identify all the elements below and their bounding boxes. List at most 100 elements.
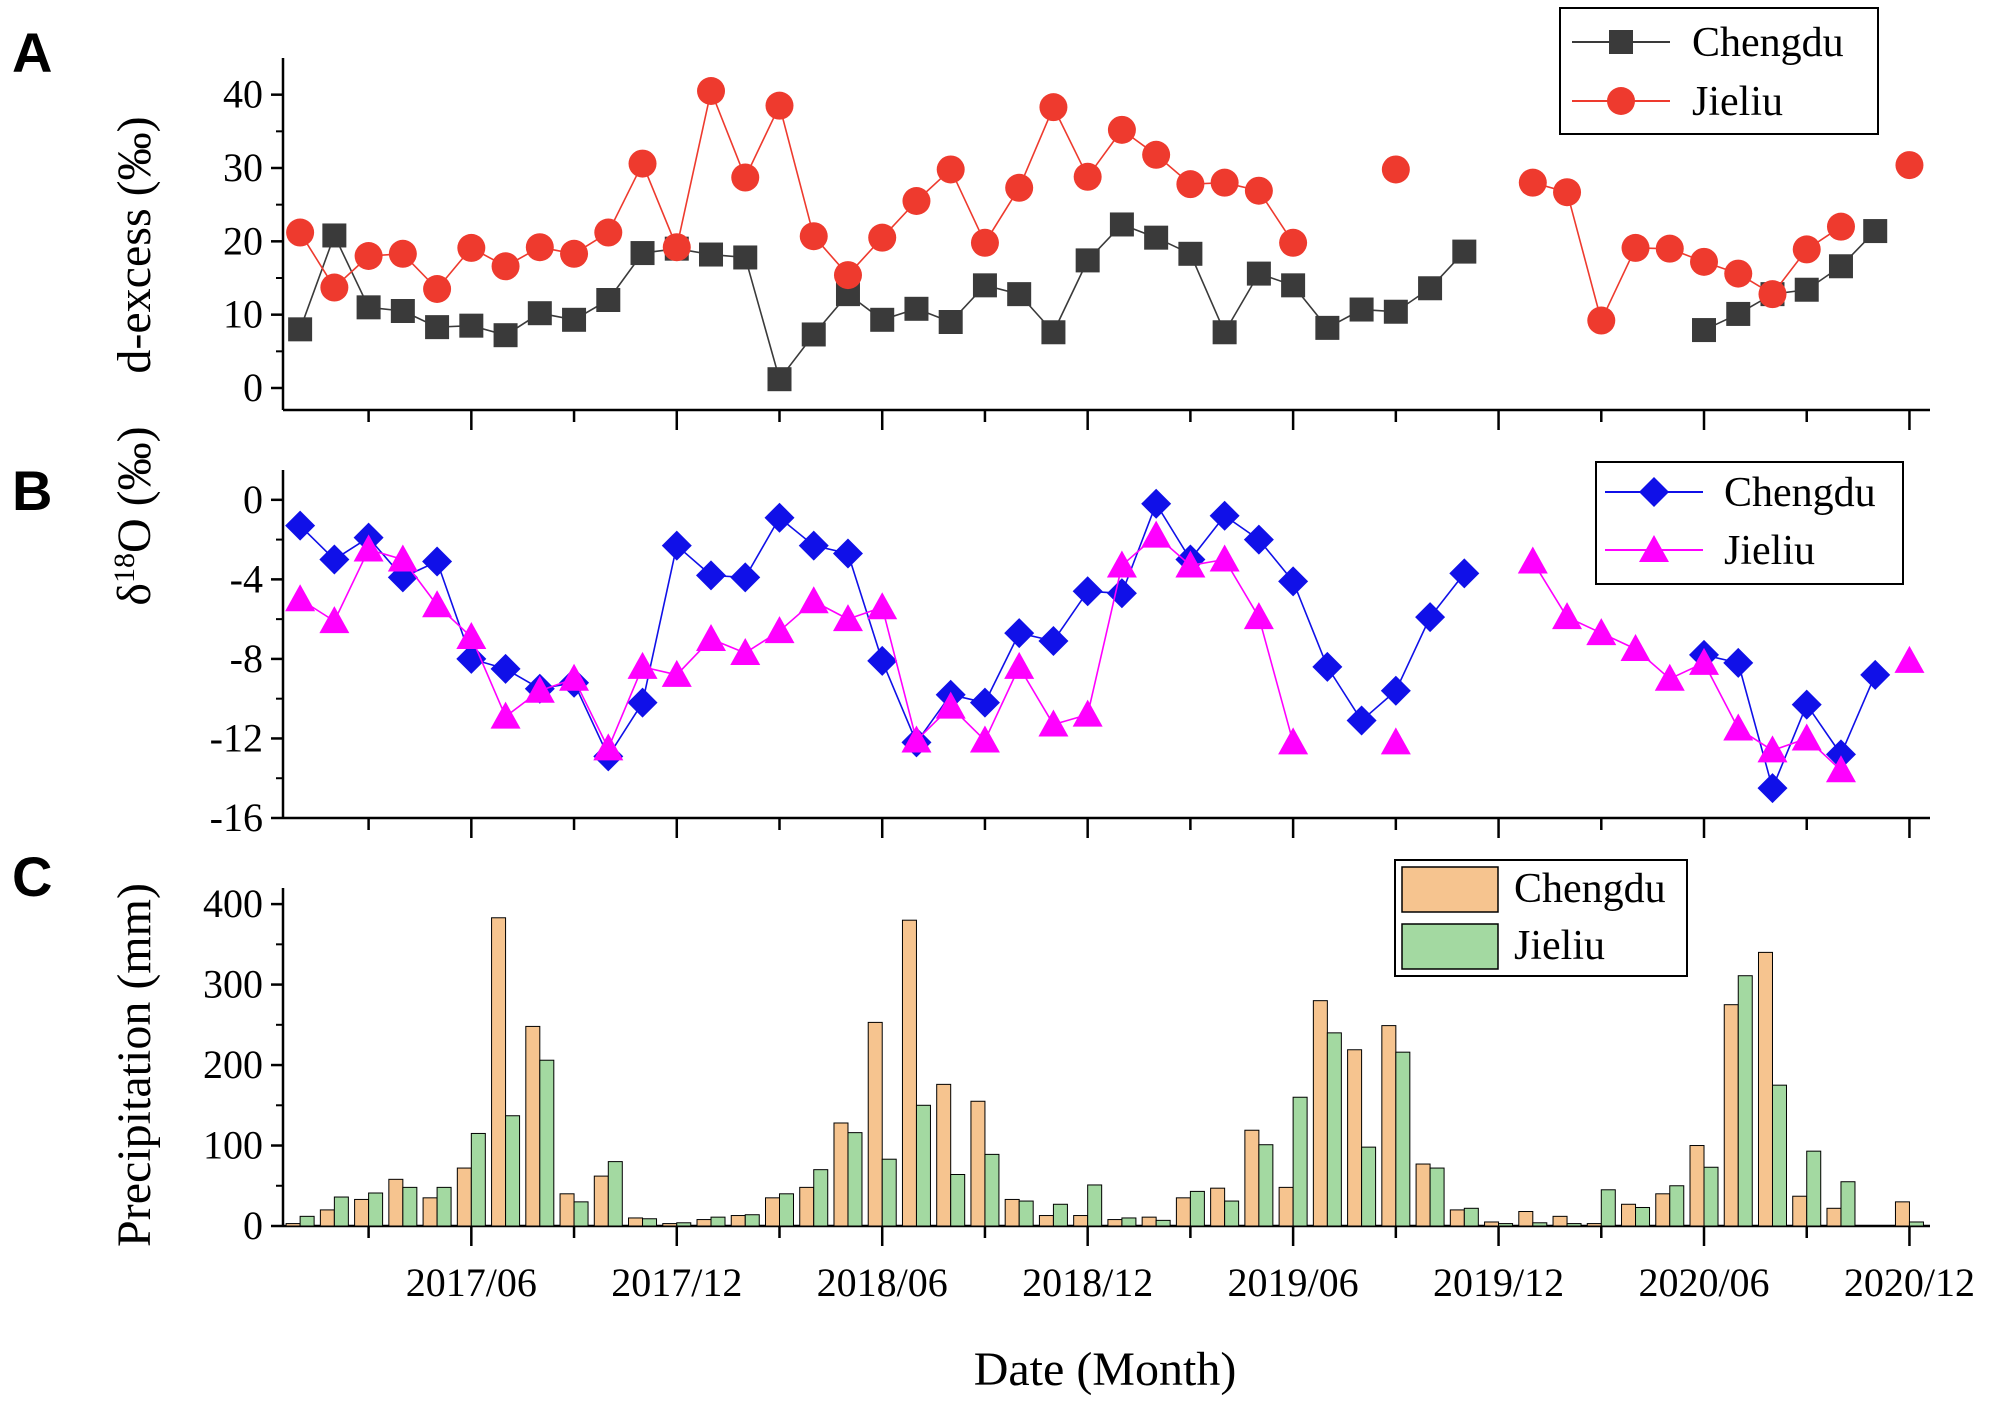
bar-jieliu xyxy=(505,1115,521,1227)
data-point-jieliu xyxy=(1175,550,1206,578)
ylabel-b-prefix: δ xyxy=(108,583,161,606)
line-segment-jieliu xyxy=(641,163,678,248)
bar-jieliu xyxy=(607,1161,623,1227)
data-point-chengdu xyxy=(1346,705,1377,736)
bar-jieliu xyxy=(778,1193,794,1227)
legend-b-box xyxy=(1595,461,1904,585)
panel-b: δ18O (‰) 0 -4 -8 -12 -16 Chengdu Jieliu xyxy=(108,426,1930,840)
legend-c-label-jieliu: Jieliu xyxy=(1514,923,1605,969)
data-point-jieliu xyxy=(1106,550,1137,578)
y-tick-label-b: 0 xyxy=(243,477,263,522)
y-tick-label-c: 400 xyxy=(203,881,263,926)
data-point-jieliu xyxy=(1621,233,1650,262)
bar-chengdu xyxy=(764,1197,780,1227)
line-segment-chengdu xyxy=(1121,503,1157,594)
series-c-jieliu xyxy=(299,975,1924,1227)
data-point-jieliu xyxy=(1107,115,1136,144)
line-segment-jieliu xyxy=(1258,616,1294,743)
bar-chengdu xyxy=(696,1219,712,1227)
data-point-jieliu xyxy=(319,606,350,634)
data-point-chengdu xyxy=(1418,276,1443,301)
y-tick-label-c: 200 xyxy=(203,1042,263,1087)
bar-chengdu xyxy=(1621,1203,1637,1227)
line-segment-chengdu xyxy=(1189,253,1226,333)
bar-jieliu xyxy=(1258,1144,1274,1227)
data-point-jieliu xyxy=(1243,602,1274,630)
data-point-jieliu xyxy=(560,239,589,268)
bar-chengdu xyxy=(1175,1197,1191,1227)
bar-jieliu xyxy=(299,1215,315,1227)
line-segment-jieliu xyxy=(984,666,1020,741)
bar-chengdu xyxy=(730,1215,746,1227)
line-segment-chengdu xyxy=(744,257,781,380)
data-point-jieliu xyxy=(387,544,418,572)
panel-letter-a: A xyxy=(12,21,52,84)
data-point-jieliu xyxy=(1825,755,1856,783)
data-point-jieliu xyxy=(1072,699,1103,727)
data-point-chengdu xyxy=(1757,773,1788,804)
data-point-chengdu xyxy=(490,653,521,684)
line-segment-jieliu xyxy=(710,90,746,178)
data-point-jieliu xyxy=(1005,173,1034,202)
panel-c: Precipitation (mm) 0 100 200 300 400 2017/06 2… xyxy=(108,859,1975,1305)
data-point-chengdu xyxy=(764,502,795,533)
data-point-chengdu xyxy=(1723,647,1754,678)
line-segment-jieliu xyxy=(1566,191,1603,321)
data-point-jieliu xyxy=(1073,162,1102,191)
data-point-chengdu xyxy=(1449,558,1480,589)
bar-jieliu xyxy=(1532,1222,1548,1227)
data-point-jieliu xyxy=(902,187,931,215)
bar-jieliu xyxy=(1771,1084,1787,1227)
legend-b: Chengdu Jieliu xyxy=(1595,461,1904,585)
data-point-jieliu xyxy=(1690,247,1719,276)
data-point-jieliu xyxy=(1587,306,1616,335)
bar-chengdu xyxy=(1312,1000,1328,1227)
data-point-jieliu xyxy=(1895,151,1924,180)
bar-chengdu xyxy=(1894,1201,1910,1227)
bar-jieliu xyxy=(1498,1223,1514,1227)
bar-chengdu xyxy=(970,1100,986,1227)
data-point-chengdu xyxy=(696,560,727,591)
data-point-chengdu xyxy=(1863,219,1888,244)
data-point-chengdu xyxy=(1825,739,1856,770)
bar-chengdu xyxy=(1073,1215,1089,1227)
bar-chengdu xyxy=(1689,1145,1705,1227)
legend-a-box xyxy=(1559,7,1879,135)
data-point-chengdu xyxy=(1415,602,1446,633)
data-point-chengdu xyxy=(456,643,487,674)
bar-jieliu xyxy=(1429,1167,1445,1227)
y-tick-label-a: 10 xyxy=(223,292,263,337)
data-point-chengdu xyxy=(1212,320,1237,345)
bar-chengdu xyxy=(1004,1198,1020,1227)
legend-a-marker-chengdu xyxy=(1609,30,1633,54)
data-point-chengdu xyxy=(1860,659,1891,690)
bar-chengdu xyxy=(491,917,507,1227)
bar-chengdu xyxy=(1278,1186,1294,1227)
series-b-jieliu xyxy=(285,520,1925,783)
bar-jieliu xyxy=(1121,1217,1137,1227)
bar-jieliu xyxy=(1361,1146,1377,1227)
line-segment-chengdu xyxy=(1292,581,1329,668)
bar-jieliu xyxy=(1463,1207,1479,1227)
bar-jieliu xyxy=(1635,1206,1651,1227)
y-tick-label-b: -12 xyxy=(210,715,263,760)
data-point-chengdu xyxy=(1246,261,1271,286)
bar-jieliu xyxy=(1908,1221,1924,1227)
bar-jieliu xyxy=(539,1059,555,1227)
data-point-chengdu xyxy=(1209,500,1240,531)
x-tick-label: 2019/06 xyxy=(1228,1260,1359,1305)
y-tick-label-b: -4 xyxy=(230,556,263,601)
data-point-jieliu xyxy=(730,637,761,665)
xlabel: Date (Month) xyxy=(974,1343,1237,1396)
bar-chengdu xyxy=(354,1198,370,1227)
data-point-jieliu xyxy=(799,222,828,251)
data-point-jieliu xyxy=(1039,93,1068,122)
x-tick-label: 2020/06 xyxy=(1638,1260,1769,1305)
data-point-jieliu xyxy=(1586,618,1617,646)
line-segment-chengdu xyxy=(881,660,918,743)
data-point-chengdu xyxy=(867,645,898,676)
data-point-jieliu xyxy=(1791,723,1822,751)
line-segment-jieliu xyxy=(607,666,644,749)
line-segment-jieliu xyxy=(1018,106,1055,189)
data-point-jieliu xyxy=(1655,234,1684,263)
